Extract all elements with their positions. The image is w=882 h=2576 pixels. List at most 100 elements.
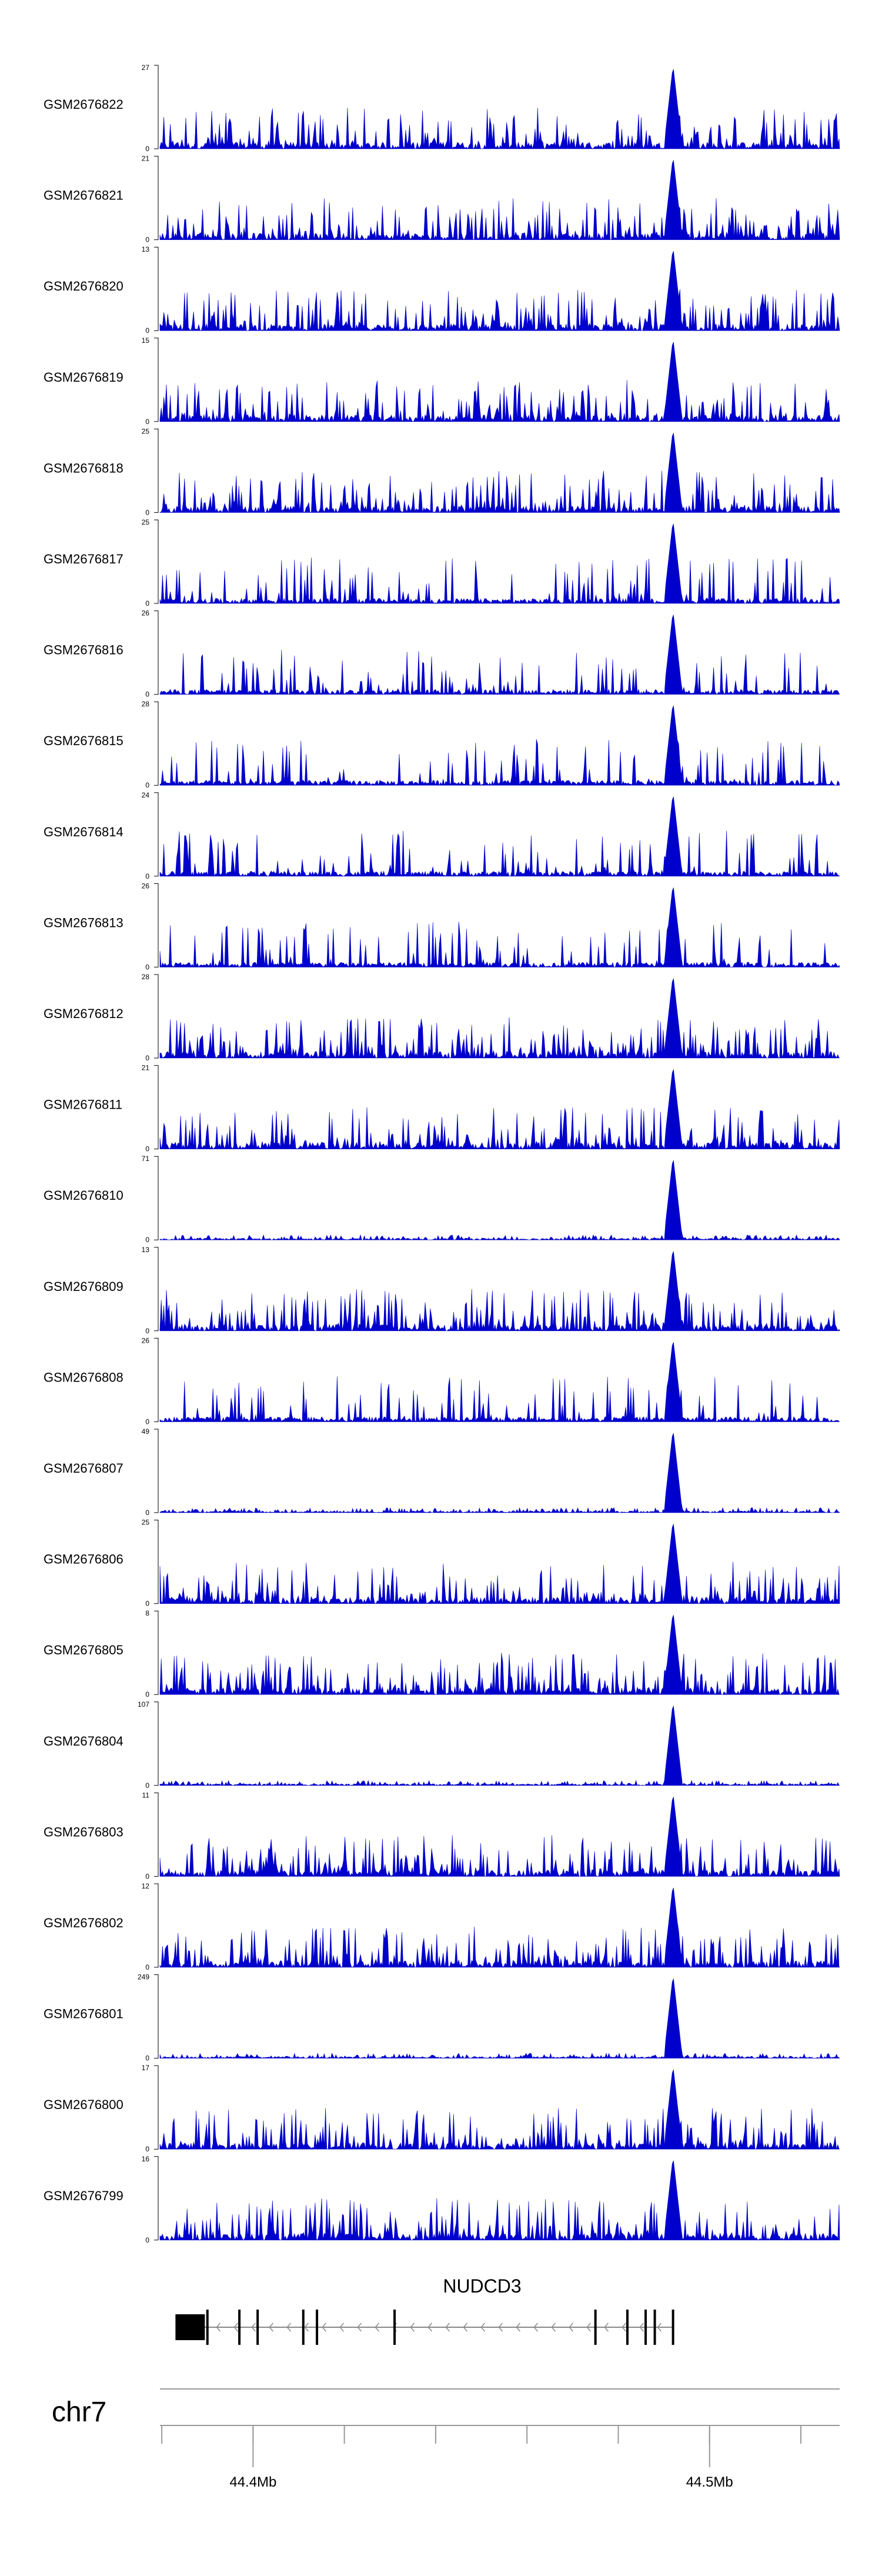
track-y-axis: [154, 1792, 159, 1877]
track-y-axis: [154, 1429, 159, 1513]
track-GSM2676816: GSM2676816 26 0: [44, 609, 840, 699]
track-y-axis: [154, 1883, 159, 1968]
track-ymin-label: 0: [145, 326, 149, 335]
track-label: GSM2676810: [44, 1188, 123, 1203]
track-GSM2676822: GSM2676822 27 0: [44, 64, 840, 153]
signal-area: [159, 251, 840, 332]
track-GSM2676805: GSM2676805 8 0: [44, 1609, 840, 1699]
track-label: GSM2676799: [44, 2188, 123, 2203]
track-y-axis: [154, 1610, 159, 1695]
track-y-axis: [154, 1974, 159, 2059]
track-ymax-label: 26: [142, 1336, 150, 1344]
track-label: GSM2676809: [44, 1279, 123, 1294]
gene-exon: [594, 2310, 597, 2345]
signal-area: [159, 2069, 840, 2150]
track-ymax-label: 249: [138, 1973, 149, 1981]
signal-area: [159, 523, 840, 605]
track-y-axis: [154, 519, 159, 604]
track-y-axis: [154, 2065, 159, 2150]
track-y-axis: [154, 974, 159, 1059]
track-label: GSM2676821: [44, 188, 123, 203]
signal-area: [159, 2160, 840, 2241]
strand-chevron: [269, 2323, 273, 2332]
signal-area: [159, 1978, 840, 2059]
track-ymin-label: 0: [145, 1054, 149, 1062]
track-ymin-label: 0: [145, 236, 149, 244]
track-y-axis: [154, 1701, 159, 1786]
track-ymax-label: 13: [142, 245, 150, 253]
strand-chevron: [498, 2323, 503, 2332]
signal-area: [159, 1797, 840, 1877]
track-y-axis: [154, 883, 159, 967]
track-ymin-label: 0: [145, 2054, 149, 2063]
strand-chevron: [586, 2323, 591, 2332]
track-GSM2676811: GSM2676811 21 0: [44, 1064, 840, 1153]
track-GSM2676806: GSM2676806 25 0: [44, 1519, 840, 1608]
track-y-axis: [154, 1520, 159, 1604]
track-ymax-label: 49: [142, 1427, 150, 1436]
signal-area: [159, 978, 840, 1059]
track-GSM2676819: GSM2676819 15 0: [44, 336, 840, 426]
track-ymax-label: 17: [142, 2064, 150, 2072]
signal-area: [159, 342, 840, 422]
gene-exon: [206, 2310, 209, 2345]
track-y-axis: [154, 610, 159, 695]
track-GSM2676817: GSM2676817 25 0: [44, 518, 840, 608]
track-y-axis: [154, 1247, 159, 1332]
genome-axis: chr7 44.4Mb 44.5Mb: [52, 2388, 840, 2490]
track-y-axis: [154, 1065, 159, 1150]
track-ymax-label: 27: [142, 64, 150, 72]
axis-tick-label: 44.5Mb: [686, 2474, 733, 2490]
track-y-axis: [154, 428, 159, 513]
track-ymax-label: 12: [142, 1882, 150, 1890]
track-ymax-label: 16: [142, 2155, 150, 2163]
track-GSM2676812: GSM2676812 28 0: [44, 973, 840, 1062]
signal-area: [159, 887, 840, 968]
gene-exon: [644, 2310, 647, 2345]
track-GSM2676820: GSM2676820 13 0: [44, 245, 840, 335]
strand-chevron: [339, 2323, 344, 2332]
track-GSM2676810: GSM2676810 71 0: [44, 1154, 840, 1244]
track-y-axis: [154, 1156, 159, 1240]
track-ymin-label: 0: [145, 963, 149, 971]
track-label: GSM2676808: [44, 1370, 123, 1384]
track-label: GSM2676822: [44, 97, 123, 112]
strand-chevron: [410, 2323, 415, 2332]
signal-area: [159, 1342, 840, 1423]
track-GSM2676814: GSM2676814 24 0: [44, 791, 840, 880]
track-ymin-label: 0: [145, 2236, 149, 2244]
track-label: GSM2676820: [44, 279, 123, 293]
track-ymin-label: 0: [145, 418, 149, 426]
track-label: GSM2676806: [44, 1552, 123, 1567]
strand-chevron: [427, 2323, 432, 2332]
signal-area: [159, 796, 840, 877]
gene-exon: [393, 2310, 396, 2345]
gene-exon: [653, 2310, 656, 2345]
track-label: GSM2676817: [44, 552, 123, 566]
track-ymax-label: 26: [142, 609, 150, 618]
strand-chevron: [233, 2323, 238, 2332]
gene-exon: [175, 2314, 205, 2340]
track-ymax-label: 24: [142, 791, 150, 799]
track-label: GSM2676816: [44, 643, 123, 658]
track-label: GSM2676812: [44, 1006, 123, 1021]
track-ymin-label: 0: [145, 781, 149, 789]
strand-chevron: [480, 2323, 485, 2332]
track-label: GSM2676805: [44, 1643, 123, 1657]
gene-label: NUDCD3: [443, 2275, 521, 2297]
track-GSM2676821: GSM2676821 21 0: [44, 155, 840, 244]
gene-exon: [256, 2310, 259, 2345]
track-ymax-label: 15: [142, 336, 150, 345]
track-GSM2676808: GSM2676808 26 0: [44, 1336, 840, 1426]
signal-area: [159, 705, 840, 786]
track-ymax-label: 28: [142, 700, 150, 708]
track-ymax-label: 25: [142, 1519, 150, 1527]
signal-area: [159, 1614, 840, 1696]
track-GSM2676818: GSM2676818 25 0: [44, 427, 840, 516]
track-y-axis: [154, 1337, 159, 1422]
signal-area: [159, 1160, 840, 1240]
track-ymin-label: 0: [145, 508, 149, 516]
gene-exon: [671, 2310, 674, 2345]
track-y-axis: [154, 792, 159, 877]
track-ymin-label: 0: [145, 599, 149, 608]
